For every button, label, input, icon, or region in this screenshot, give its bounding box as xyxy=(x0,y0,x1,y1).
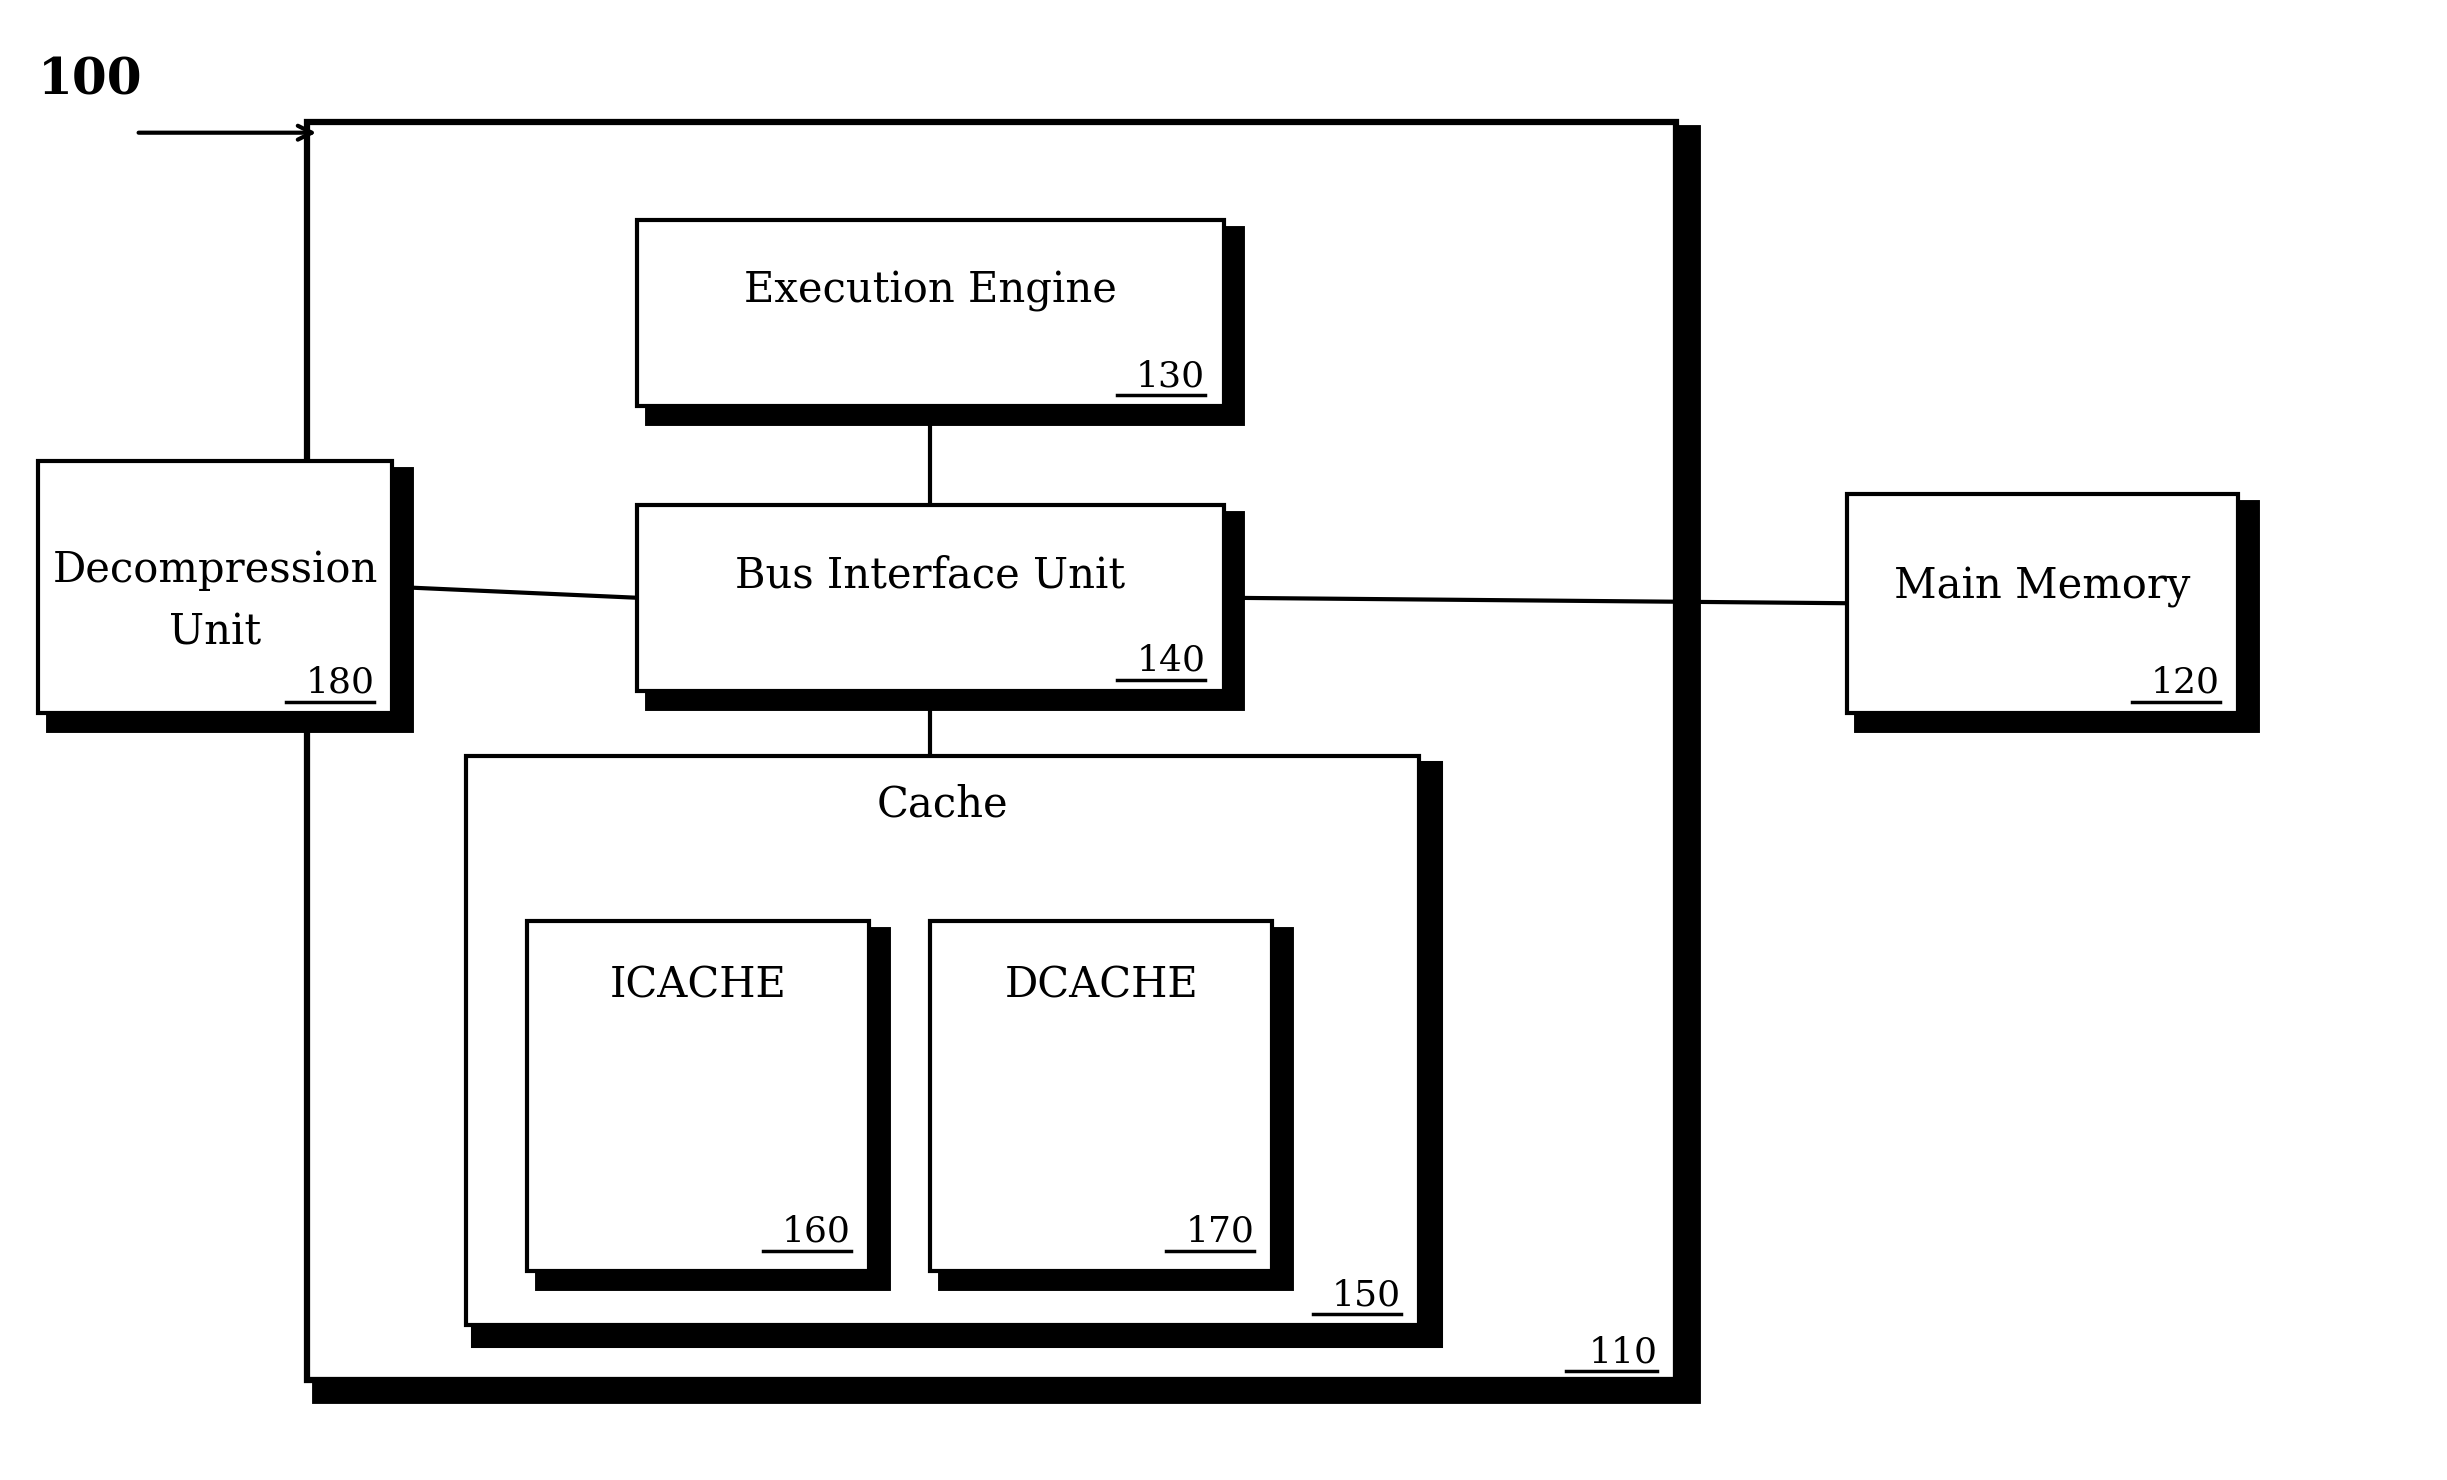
Text: ICACHE: ICACHE xyxy=(609,965,785,1006)
Bar xyxy=(465,756,1419,1326)
Text: Bus Interface Unit: Bus Interface Unit xyxy=(734,555,1126,596)
Bar xyxy=(541,934,883,1283)
Text: Unit: Unit xyxy=(169,611,262,654)
Bar xyxy=(945,934,1287,1283)
Text: 130: 130 xyxy=(1135,360,1206,394)
Text: 100: 100 xyxy=(39,56,142,105)
Bar xyxy=(651,518,1238,704)
Bar xyxy=(1862,508,2254,725)
Bar xyxy=(930,921,1272,1271)
Bar xyxy=(54,474,406,725)
Bar xyxy=(526,921,869,1271)
Text: Execution Engine: Execution Engine xyxy=(744,271,1116,312)
Text: 140: 140 xyxy=(1135,644,1206,678)
Text: 180: 180 xyxy=(306,666,374,700)
Bar xyxy=(636,221,1224,406)
Bar xyxy=(651,234,1238,419)
Text: 150: 150 xyxy=(1331,1279,1400,1313)
Text: 170: 170 xyxy=(1184,1215,1253,1249)
Bar xyxy=(1847,494,2239,713)
Bar xyxy=(39,460,392,713)
Text: 120: 120 xyxy=(2151,666,2219,700)
Text: 160: 160 xyxy=(783,1215,852,1249)
Text: 110: 110 xyxy=(1588,1335,1657,1369)
Bar xyxy=(480,770,1434,1338)
Text: DCACHE: DCACHE xyxy=(1003,965,1199,1006)
Bar xyxy=(636,505,1224,691)
Bar xyxy=(321,135,1691,1393)
Text: Decompression: Decompression xyxy=(51,549,377,592)
Bar xyxy=(306,121,1676,1381)
Text: Main Memory: Main Memory xyxy=(1894,565,2190,608)
Text: Cache: Cache xyxy=(876,784,1008,826)
